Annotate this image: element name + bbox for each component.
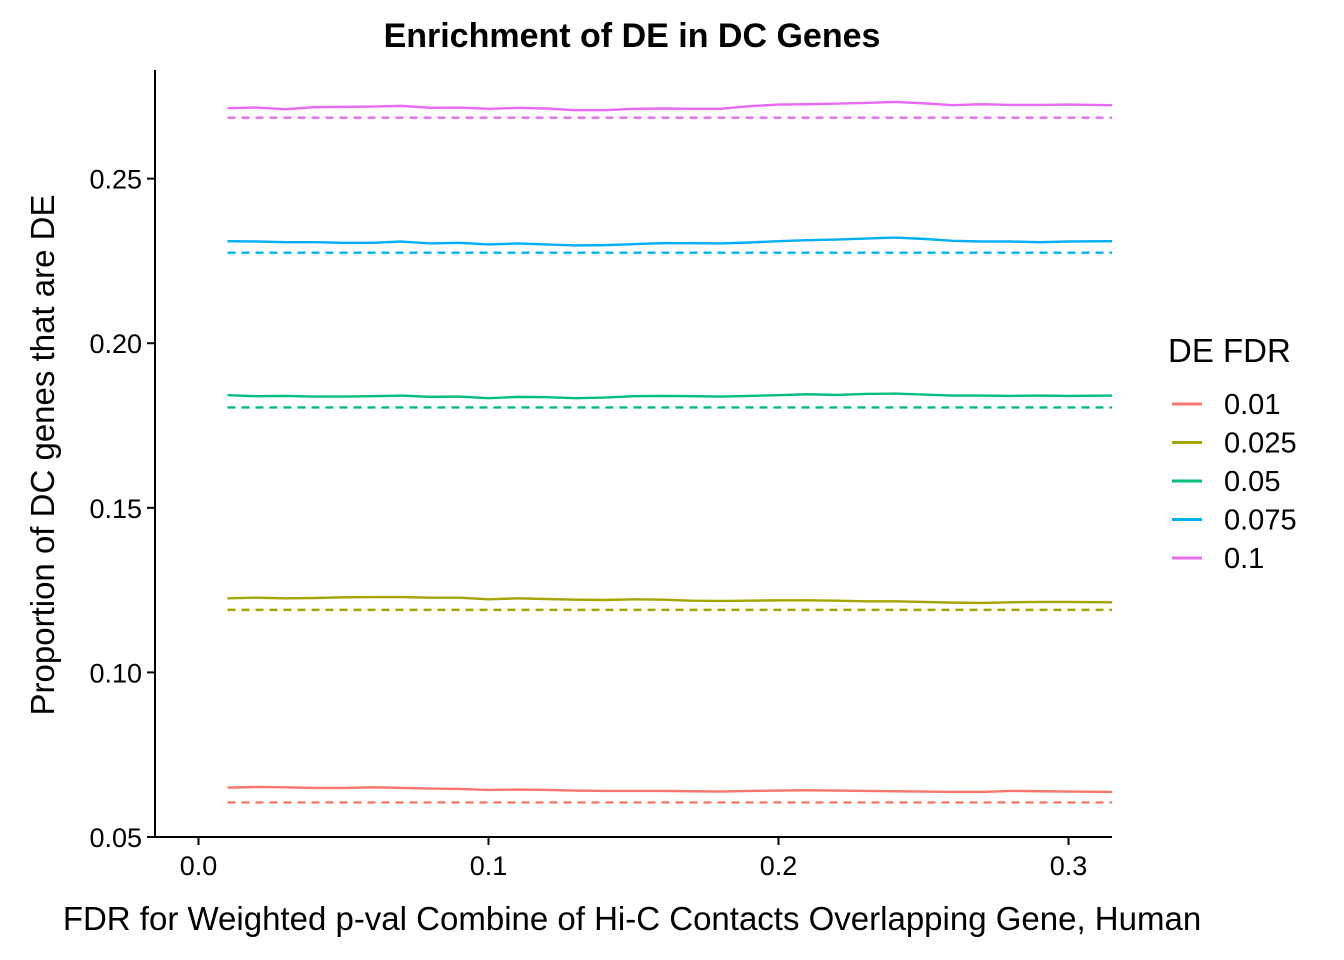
legend-item: 0.1 (1172, 543, 1264, 575)
y-tick-label: 0.15 (89, 494, 142, 524)
series-line (227, 392, 1113, 400)
legend-item: 0.05 (1172, 466, 1280, 498)
legend-label: 0.01 (1224, 389, 1280, 421)
series-line (227, 785, 1113, 794)
legend-item: 0.025 (1172, 428, 1297, 460)
x-tick-label: 0.1 (470, 851, 508, 881)
y-tick-label: 0.05 (89, 823, 142, 853)
legend-items: 0.01 0.025 0.05 0.075 0.1 (1172, 389, 1297, 575)
y-tick-label: 0.10 (89, 658, 142, 688)
x-ticks: 0.0 0.1 0.2 0.3 (180, 837, 1088, 881)
legend-label: 0.1 (1224, 543, 1264, 575)
series-line (227, 236, 1113, 247)
chart-title: Enrichment of DE in DC Genes (384, 17, 881, 55)
series-0.075 (227, 236, 1113, 254)
y-tick-label: 0.25 (89, 165, 142, 195)
x-tick-label: 0.0 (180, 851, 218, 881)
legend-title: DE FDR (1168, 332, 1291, 369)
series-line (227, 595, 1113, 605)
y-axis-label: Proportion of DC genes that are DE (24, 195, 61, 716)
legend-item: 0.01 (1172, 389, 1280, 421)
series-0.025 (227, 595, 1113, 612)
y-ticks: 0.05 0.10 0.15 0.20 0.25 (89, 165, 155, 853)
x-tick-label: 0.3 (1050, 851, 1088, 881)
legend-item: 0.075 (1172, 505, 1297, 537)
x-tick-label: 0.2 (760, 851, 798, 881)
x-axis-label: FDR for Weighted p-val Combine of Hi-C C… (63, 900, 1201, 937)
series-layer (227, 100, 1113, 804)
legend-label: 0.05 (1224, 466, 1280, 498)
legend: DE FDR 0.01 0.025 0.05 0.075 0.1 (1168, 332, 1297, 575)
legend-label: 0.075 (1224, 505, 1297, 537)
y-tick-label: 0.20 (89, 329, 142, 359)
legend-label: 0.025 (1224, 428, 1297, 460)
series-0.05 (227, 392, 1113, 409)
series-0.1 (227, 100, 1113, 119)
series-0.01 (227, 785, 1113, 804)
series-line (227, 100, 1113, 112)
